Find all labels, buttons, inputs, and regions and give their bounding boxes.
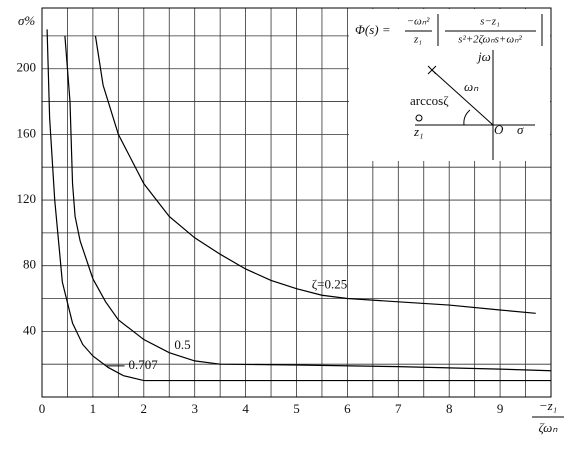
x-tick-label: 2 bbox=[141, 401, 148, 416]
x-tick-label: 0 bbox=[39, 401, 46, 416]
x-tick-label: 4 bbox=[242, 401, 249, 416]
y-tick-label: 160 bbox=[17, 125, 37, 140]
angle-arc bbox=[463, 109, 471, 126]
series-label: 0.707 bbox=[129, 357, 159, 372]
y-tick-label: 200 bbox=[17, 60, 37, 75]
x-label-numerator: −z₁ bbox=[539, 398, 557, 413]
x-tick-label: 6 bbox=[344, 401, 351, 416]
zero bbox=[415, 114, 423, 122]
factor-num: −ωₙ² bbox=[407, 16, 431, 28]
y-tick-label: 120 bbox=[17, 191, 37, 206]
frac-den: s²+2ζωₙs+ωₙ² bbox=[458, 34, 522, 46]
pole-line bbox=[431, 69, 494, 126]
x-label-denominator: ζωₙ bbox=[539, 420, 559, 435]
x-tick-label: 9 bbox=[497, 401, 504, 416]
x-tick-label: 1 bbox=[90, 401, 97, 416]
curve bbox=[64, 35, 552, 372]
curve bbox=[94, 35, 536, 314]
arccos-label: arccosζ bbox=[410, 93, 449, 108]
x-tick-label: 7 bbox=[395, 401, 402, 416]
inset: Φ(s) = −ωₙ² z₁ s−z₁ s²+2ζωₙs+ωₙ² jω ωₙ a… bbox=[349, 9, 550, 161]
x-tick-label: 3 bbox=[191, 401, 198, 416]
x-tick-label: 8 bbox=[446, 401, 453, 416]
x-tick-label: 5 bbox=[293, 401, 300, 416]
grid bbox=[41, 8, 552, 398]
pole bbox=[427, 65, 437, 75]
origin-label: O bbox=[494, 122, 504, 137]
inset-bg bbox=[349, 9, 550, 161]
factor-den: z₁ bbox=[413, 34, 422, 46]
formula-lhs: Φ(s) = bbox=[355, 22, 391, 37]
z1-label: z₁ bbox=[413, 124, 424, 139]
series-label: ζ=0.25 bbox=[312, 276, 347, 291]
plot-frame bbox=[41, 7, 552, 398]
series-label: 0.5 bbox=[174, 337, 190, 352]
y-tick-label: 80 bbox=[23, 257, 36, 272]
jw-label: jω bbox=[476, 49, 491, 64]
y-axis-label: σ% bbox=[18, 13, 35, 28]
wn-label: ωₙ bbox=[464, 79, 479, 94]
frac-num: s−z₁ bbox=[480, 16, 500, 28]
curve bbox=[46, 29, 551, 382]
curves bbox=[46, 29, 552, 382]
sigma-label: σ bbox=[517, 122, 524, 137]
y-tick-label: 40 bbox=[23, 322, 36, 337]
